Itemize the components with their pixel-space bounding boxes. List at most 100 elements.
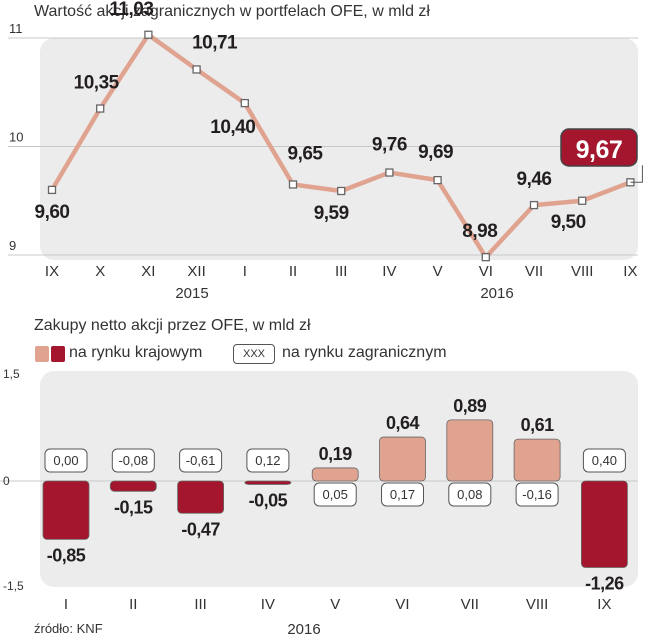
line-x-tick-label: IX (623, 263, 637, 280)
legend-foreign-swatch: XXX (233, 344, 275, 364)
line-chart-panel (40, 38, 638, 260)
bar-y-tick-label: 1,5 (3, 367, 20, 381)
source-note: źródło: KNF (34, 621, 103, 636)
legend-domestic-label: na rynku krajowym (69, 344, 203, 361)
bar-x-tick-label: II (129, 596, 137, 613)
bar-domestic-label: -0,47 (181, 519, 220, 539)
line-year-label: 2015 (175, 285, 208, 302)
bar-domestic-label: 0,89 (453, 396, 487, 416)
line-chart-title: Wartość akcji zagranicznych w portfelach… (34, 3, 430, 20)
bar-foreign-label: 0,12 (255, 453, 280, 468)
line-x-tick-label: VI (479, 263, 493, 280)
line-point-marker (481, 253, 490, 262)
line-point-marker (385, 168, 394, 177)
bar-year-label: 2016 (287, 621, 320, 638)
line-x-tick-label: XII (187, 263, 205, 280)
bar-foreign-box (582, 448, 626, 473)
bar-x-tick-label: VI (395, 596, 409, 613)
bar-foreign-label: -0,08 (118, 453, 148, 468)
bar-foreign-box (381, 482, 424, 507)
bar-foreign-label: 0,40 (592, 453, 617, 468)
line-x-tick-label: IV (382, 263, 396, 280)
bar-foreign-label: 0,00 (53, 453, 78, 468)
bar-foreign-box (313, 482, 357, 507)
line-x-tick-label: XI (141, 263, 155, 280)
line-point-marker (240, 98, 249, 108)
line-data-label: 9,69 (418, 142, 453, 163)
line-x-tick-label: VII (525, 263, 543, 280)
line-data-label: 10,40 (210, 117, 255, 138)
line-y-tick-label: 10 (9, 130, 23, 145)
bar-foreign-box (111, 448, 155, 473)
bar-domestic-label: 0,61 (521, 415, 555, 435)
line-point-marker (96, 104, 105, 113)
bar-y-tick-label: -1,5 (3, 579, 24, 593)
line-x-tick-label: II (289, 263, 297, 280)
bar-domestic-label: 0,19 (319, 444, 353, 464)
line-data-label: 8,98 (462, 221, 497, 242)
line-x-tick-label: X (95, 263, 105, 280)
bar-x-tick-label: III (194, 596, 207, 613)
line-point-marker (337, 186, 346, 196)
line-x-tick-label: V (433, 263, 443, 280)
bar-domestic (42, 480, 90, 540)
line-x-tick-label: I (243, 263, 247, 280)
line-x-tick-label: III (335, 263, 348, 280)
line-y-tick-label: 9 (9, 238, 16, 253)
bar-x-tick-label: IV (261, 596, 275, 613)
line-data-label: 9,46 (517, 169, 552, 190)
bar-foreign-label: -0,16 (522, 487, 552, 502)
line-point-marker (288, 180, 298, 189)
bar-foreign-label: 0,17 (390, 487, 415, 502)
line-year-label: 2016 (480, 285, 513, 302)
bar-domestic (379, 436, 426, 482)
bar-foreign-box (515, 482, 559, 507)
legend-foreign-label: na rynku zagranicznym (282, 344, 447, 361)
bar-foreign-box (246, 448, 290, 473)
bar-foreign-box (44, 448, 88, 473)
bar-foreign-label: 0,08 (457, 487, 482, 502)
line-point-marker (144, 30, 153, 39)
line-data-label: 9,65 (288, 143, 324, 164)
bar-domestic (311, 467, 359, 482)
line-data-label: 9,76 (372, 135, 407, 156)
bar-foreign-label: 0,05 (323, 487, 348, 502)
line-x-tick-label: VIII (571, 263, 594, 280)
line-data-label: 10,71 (192, 32, 238, 53)
line-point-marker (192, 65, 201, 74)
line-data-label: 10,35 (74, 73, 120, 94)
bar-x-tick-label: I (64, 596, 68, 613)
bar-foreign-box (179, 448, 223, 473)
bar-domestic (244, 480, 292, 485)
bar-x-tick-label: V (330, 596, 340, 613)
bar-x-tick-label: IX (597, 596, 611, 613)
bar-foreign-label: -0,61 (186, 453, 216, 468)
line-data-label: 9,59 (314, 203, 349, 224)
bar-domestic-label: -0,15 (114, 497, 153, 517)
line-highlight-box (560, 128, 638, 167)
bar-y-tick-label: 0 (3, 474, 10, 488)
bar-chart-title: Zakupy netto akcji przez OFE, w mld zł (34, 317, 311, 334)
line-point-marker (529, 200, 539, 210)
line-callout-leader (630, 165, 643, 183)
bar-x-tick-label: VIII (526, 596, 549, 613)
bar-domestic-label: -0,05 (249, 490, 288, 510)
bar-foreign-box (448, 482, 492, 507)
bar-domestic (177, 480, 225, 514)
bar-domestic-label: 0,64 (386, 413, 420, 433)
line-point-marker (47, 185, 57, 195)
line-data-label: 9,60 (35, 202, 70, 223)
line-data-label: 9,50 (551, 212, 586, 233)
line-highlight-label: 9,67 (576, 136, 623, 164)
bar-domestic (446, 419, 494, 482)
line-x-tick-label: IX (45, 263, 59, 280)
bar-domestic (513, 438, 561, 482)
bar-domestic (109, 480, 157, 492)
legend-domestic-swatch (35, 343, 67, 365)
bar-x-tick-label: VII (461, 596, 479, 613)
bar-domestic-label: -1,26 (585, 574, 624, 594)
line-data-label: 11,03 (109, 0, 153, 20)
bar-domestic-label: -0,85 (47, 545, 86, 565)
bar-domestic (581, 480, 628, 568)
